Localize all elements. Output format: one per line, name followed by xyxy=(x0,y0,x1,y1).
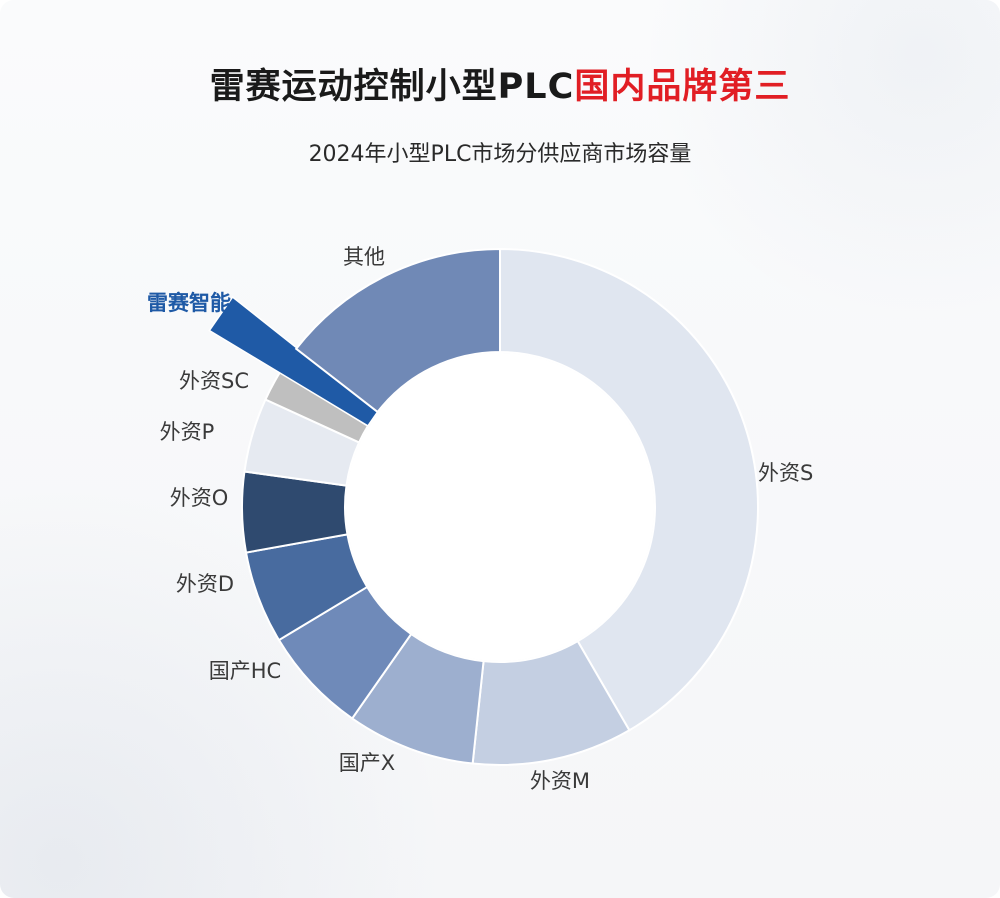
chart-subtitle: 2024年小型PLC市场分供应商市场容量 xyxy=(308,142,692,167)
slice-label: 外资O xyxy=(170,486,229,510)
title-highlight: 国内品牌第三 xyxy=(574,67,791,107)
slice-label: 外资M xyxy=(530,769,590,793)
slice-leadshine-wedge xyxy=(208,295,379,427)
slice-label: 外资SC xyxy=(179,369,249,393)
slice-label: 外资D xyxy=(176,572,234,596)
slice-label: 外资P xyxy=(160,420,215,444)
slice-label: 国产X xyxy=(339,751,395,775)
slice-- xyxy=(294,247,501,414)
slice-label: 其他 xyxy=(343,245,385,269)
slice-label: 外资S xyxy=(758,461,813,485)
slice--s xyxy=(499,247,759,732)
donut-slices xyxy=(208,247,759,766)
slice-label: 国产HC xyxy=(209,659,281,683)
title-main: 雷赛运动控制小型PLC xyxy=(209,67,575,107)
chart-title: 雷赛运动控制小型PLC国内品牌第三 xyxy=(0,58,1000,109)
donut-labels: 外资S 外资M 国产X 国产HC 外资D 外资O 外资P 外资SC 其他 xyxy=(160,245,814,793)
highlight-brand-label: 雷赛智能 xyxy=(147,291,231,315)
donut-hole xyxy=(346,353,654,661)
